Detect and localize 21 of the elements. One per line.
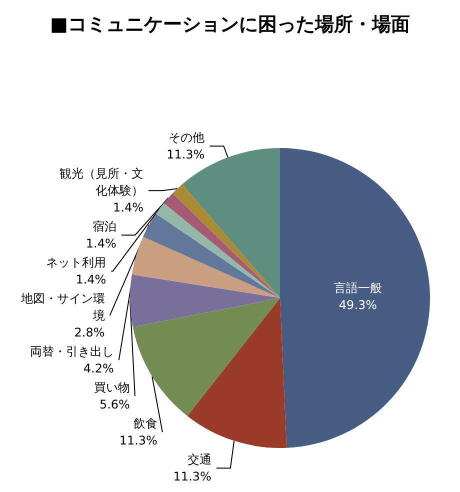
data-label: 2.8% <box>74 326 105 340</box>
slice-label: 買い物 <box>94 380 130 395</box>
data-label: 11.3% <box>173 470 212 484</box>
data-label: 1.4% <box>76 272 106 287</box>
data-label: 4.2% <box>83 362 114 376</box>
chart-title: ■コミュニケーションに困った場所・場面 <box>50 14 410 36</box>
slice-label: 観光（見所・文化体験） <box>60 166 144 198</box>
data-label: 1.4% <box>86 236 116 251</box>
slice-label: ネット利用 <box>46 256 106 270</box>
data-label: 49.3% <box>338 298 378 312</box>
slice-label: 宿泊 <box>92 220 116 234</box>
slice-label: 交通 <box>187 452 212 467</box>
slice-label: 飲食 <box>133 416 158 431</box>
slice-label: 両替・引き出し <box>30 344 114 359</box>
slice-label: 地図・サイン環境 <box>20 292 105 323</box>
data-label: 1.4% <box>113 200 144 215</box>
data-label: 11.3% <box>166 148 205 162</box>
data-label: 5.6% <box>99 398 130 412</box>
slice-label: 言語一般 <box>334 280 382 295</box>
data-label: 11.3% <box>119 434 158 448</box>
slice-label: その他 <box>168 130 205 145</box>
